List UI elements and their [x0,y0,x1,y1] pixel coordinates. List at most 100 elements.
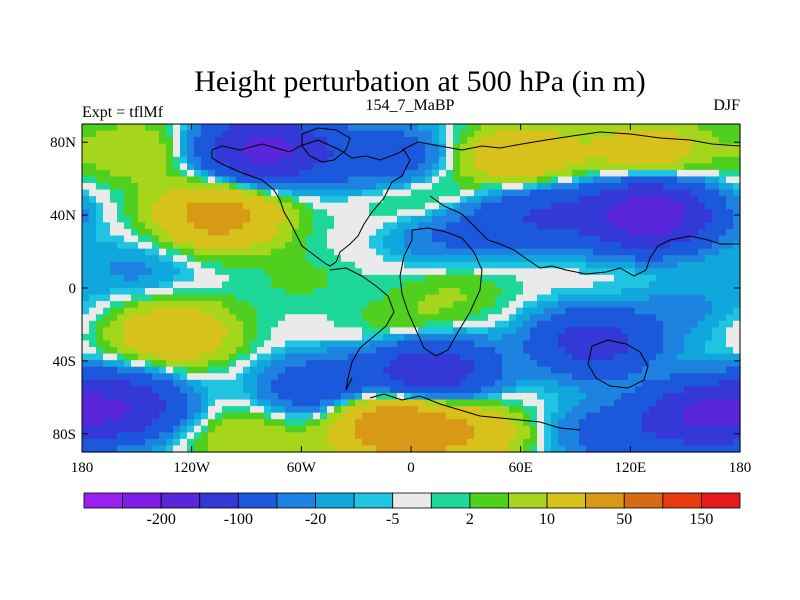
field-cell [320,419,328,427]
field-cell [138,419,146,427]
field-cell [719,327,727,335]
field-cell [439,235,447,243]
field-cell [719,150,727,158]
field-cell [467,425,475,433]
field-cell [432,432,440,440]
field-cell [579,189,587,197]
field-cell [558,281,566,289]
field-cell [523,248,531,256]
field-cell [684,248,692,256]
field-cell [586,392,594,401]
field-cell [453,327,461,335]
field-cell [600,248,608,256]
field-cell [670,399,678,407]
field-cell [579,320,587,328]
field-cell [208,288,216,296]
field-cell [537,288,545,296]
field-cell [460,288,468,296]
field-cell [313,320,321,328]
field-cell [313,379,321,387]
field-cell [677,412,685,420]
field-cell [257,307,265,315]
field-cell [572,242,580,250]
field-cell [145,222,153,230]
field-cell [446,268,454,276]
field-cell [215,156,223,164]
field-cell [152,176,160,184]
field-cell [642,314,650,322]
field-cell [460,294,468,302]
field-cell [243,189,251,197]
field-cell [621,288,629,296]
field-cell [404,235,412,243]
field-cell [726,248,734,256]
field-cell [103,333,111,342]
field-cell [656,438,664,447]
field-cell [166,137,174,145]
field-cell [187,307,195,315]
field-cell [390,137,398,145]
field-cell [152,130,160,138]
field-cell [89,268,97,276]
field-cell [600,320,608,328]
field-cell [278,386,286,394]
field-cell [537,294,545,302]
field-cell [215,432,223,440]
field-cell [152,379,160,387]
field-cell [600,281,608,289]
field-cell [495,202,503,210]
field-cell [614,360,622,368]
field-cell [425,130,433,138]
field-cell [579,307,587,315]
field-cell [327,379,335,387]
field-cell [551,347,559,355]
field-cell [383,392,391,401]
field-cell [663,373,671,381]
field-cell [432,399,440,407]
field-cell [537,281,545,289]
field-cell [229,281,237,289]
field-cell [285,143,293,151]
field-cell [572,274,580,283]
field-cell [432,189,440,197]
field-cell [558,412,566,420]
field-cell [250,137,258,145]
field-cell [355,261,363,269]
field-cell [649,307,657,315]
field-cell [481,228,489,237]
field-cell [719,261,727,269]
field-cell [334,163,342,171]
field-cell [250,386,258,394]
field-cell [684,176,692,184]
field-cell [145,320,153,328]
field-cell [698,156,706,164]
field-cell [593,412,601,420]
field-cell [572,333,580,342]
field-cell [509,301,517,309]
field-cell [292,392,300,401]
colorbar-swatch [353,492,394,509]
field-cell [187,406,195,414]
field-cell [712,301,720,309]
field-cell [320,261,328,269]
field-cell [376,281,384,289]
field-cell [131,222,139,230]
field-cell [334,386,342,394]
field-cell [334,242,342,250]
field-cell [313,360,321,368]
field-cell [236,169,244,178]
field-cell [229,242,237,250]
field-cell [285,373,293,381]
field-cell [236,189,244,197]
field-cell [159,353,167,361]
field-cell [572,202,580,210]
field-cell [292,255,300,263]
field-cell [467,301,475,309]
field-cell [565,386,573,394]
field-cell [306,327,314,335]
field-cell [439,333,447,342]
field-cell [208,445,216,453]
field-cell [173,189,181,197]
field-cell [684,228,692,237]
field-cell [145,406,153,414]
